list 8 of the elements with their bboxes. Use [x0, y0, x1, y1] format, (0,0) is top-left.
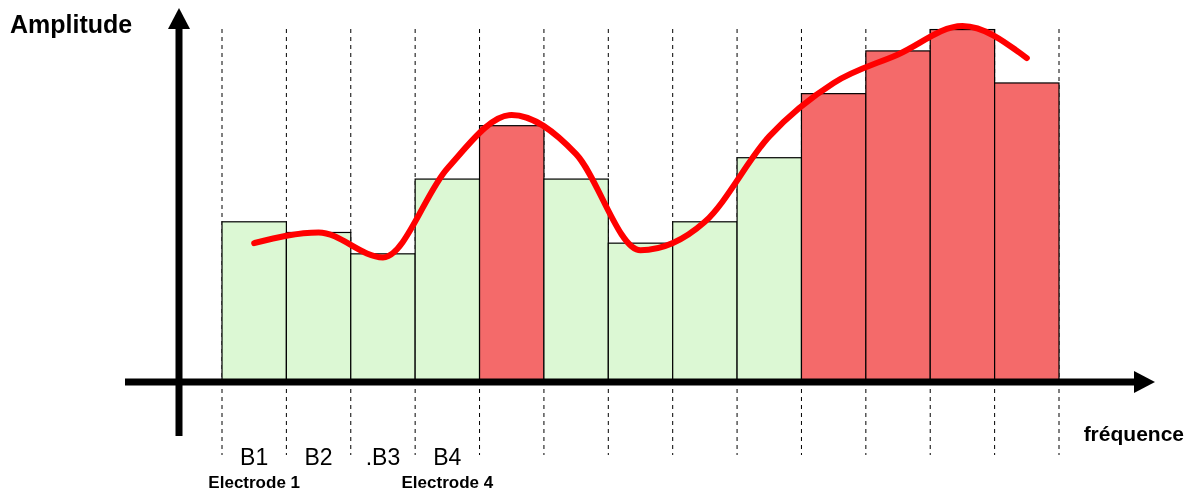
x-tick-label: .B3 — [365, 444, 401, 470]
x-tick-label: B1 — [240, 444, 269, 470]
y-axis-title: Amplitude — [10, 10, 133, 38]
x-tick-label: B4 — [433, 444, 462, 470]
text: Electrode 1 — [208, 473, 301, 492]
x-axis-title: fréquence — [1083, 422, 1184, 445]
text: Electrode 4 — [401, 473, 494, 492]
x-tick-label: B2 — [304, 444, 333, 470]
